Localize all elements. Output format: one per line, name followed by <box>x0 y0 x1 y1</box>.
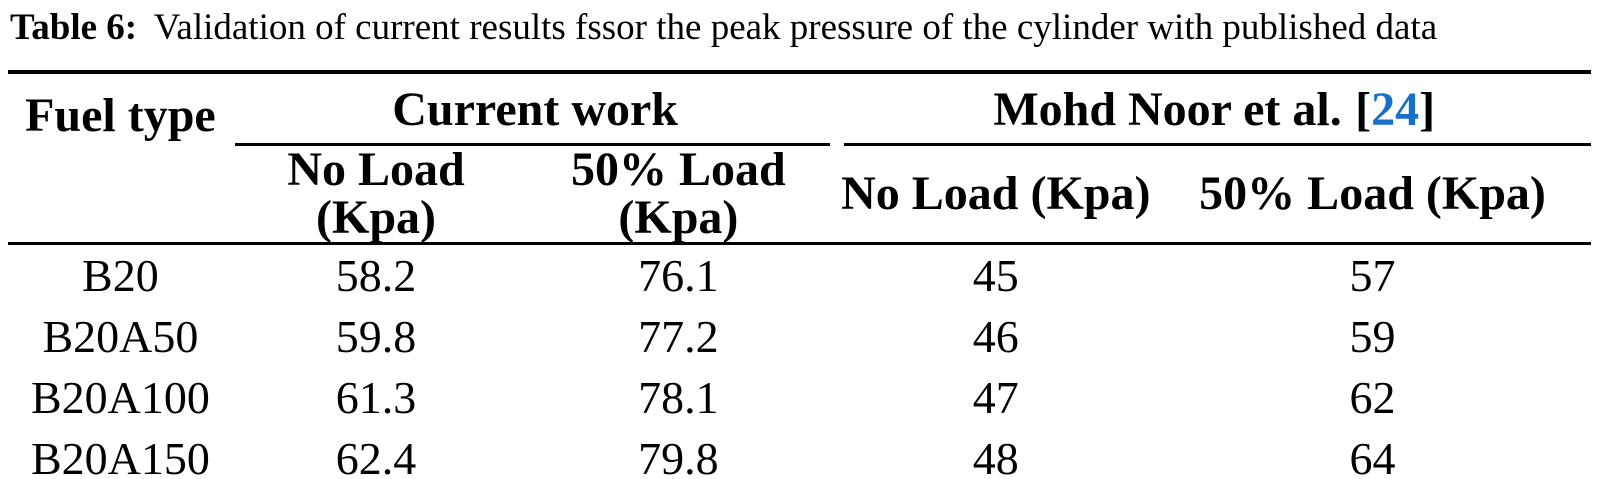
value-cell: 78.1 <box>638 371 719 423</box>
column-header-50-load-published: 50% Load (Kpa) <box>1154 146 1591 246</box>
table-header: Fuel type Current work Mohd Noor et al.[… <box>8 72 1591 246</box>
fuel-type-cell: B20A50 <box>42 310 199 362</box>
table-row-b20a50: B20A50 59.8 77.2 46 59 <box>8 306 1591 367</box>
value-cell: 48 <box>972 432 1019 479</box>
fuel-type-cell: B20 <box>82 249 159 301</box>
value-cell: 47 <box>972 371 1019 423</box>
validation-table: Fuel type Current work Mohd Noor et al.[… <box>8 70 1591 479</box>
value-cell: 46 <box>972 310 1019 362</box>
citation: [24] <box>1355 83 1435 136</box>
value-cell: 59 <box>1349 310 1396 362</box>
table-row-b20a100: B20A100 61.3 78.1 47 62 <box>8 367 1591 428</box>
table-body: B20 58.2 76.1 45 57 B20A50 59.8 77.2 46 … <box>8 244 1591 479</box>
value-cell: 62 <box>1349 371 1396 423</box>
caption-text: Validation of current results fssor the … <box>153 7 1438 48</box>
value-cell: 62.4 <box>335 432 417 479</box>
citation-link[interactable]: 24 <box>1371 83 1420 137</box>
value-cell: 79.8 <box>638 432 719 479</box>
sub-header-row: No Load (Kpa) 50% Load (Kpa) No Load (Kp… <box>8 146 1591 246</box>
group-header-row: Fuel type Current work Mohd Noor et al.[… <box>8 72 1591 246</box>
column-header-no-load-published: No Load (Kpa) <box>837 146 1155 246</box>
table-row-b20: B20 58.2 76.1 45 57 <box>8 244 1591 307</box>
group-header-mohd-noor: Mohd Noor et al. [24] <box>837 72 1591 146</box>
value-cell: 58.2 <box>335 249 417 301</box>
group-label-current-work: Current work <box>392 83 678 137</box>
group-header-current-work: Current work <box>233 72 838 146</box>
column-header-50-load-current: 50% Load (Kpa) <box>519 146 838 246</box>
column-header-fuel-type: Fuel type <box>8 72 233 246</box>
fuel-type-cell: B20A100 <box>30 371 210 423</box>
caption-label: Table 6: <box>10 7 138 48</box>
value-cell: 61.3 <box>335 371 417 423</box>
fuel-type-cell: B20A150 <box>30 432 210 479</box>
column-header-no-load-current: No Load (Kpa) <box>232 146 520 246</box>
citation-bracket-close: ] <box>1419 83 1436 137</box>
value-cell: 45 <box>972 249 1019 301</box>
value-cell: 59.8 <box>335 310 417 362</box>
group-label-mohd-noor: Mohd Noor et al. <box>993 83 1342 137</box>
table-row-b20a150: B20A150 62.4 79.8 48 64 <box>8 428 1591 479</box>
table-caption: Table 6: Validation of current results fs… <box>10 6 1591 50</box>
value-cell: 64 <box>1349 432 1396 479</box>
value-cell: 57 <box>1349 249 1396 301</box>
citation-bracket-open: [ <box>1355 83 1372 137</box>
value-cell: 76.1 <box>638 249 719 301</box>
value-cell: 77.2 <box>638 310 719 362</box>
